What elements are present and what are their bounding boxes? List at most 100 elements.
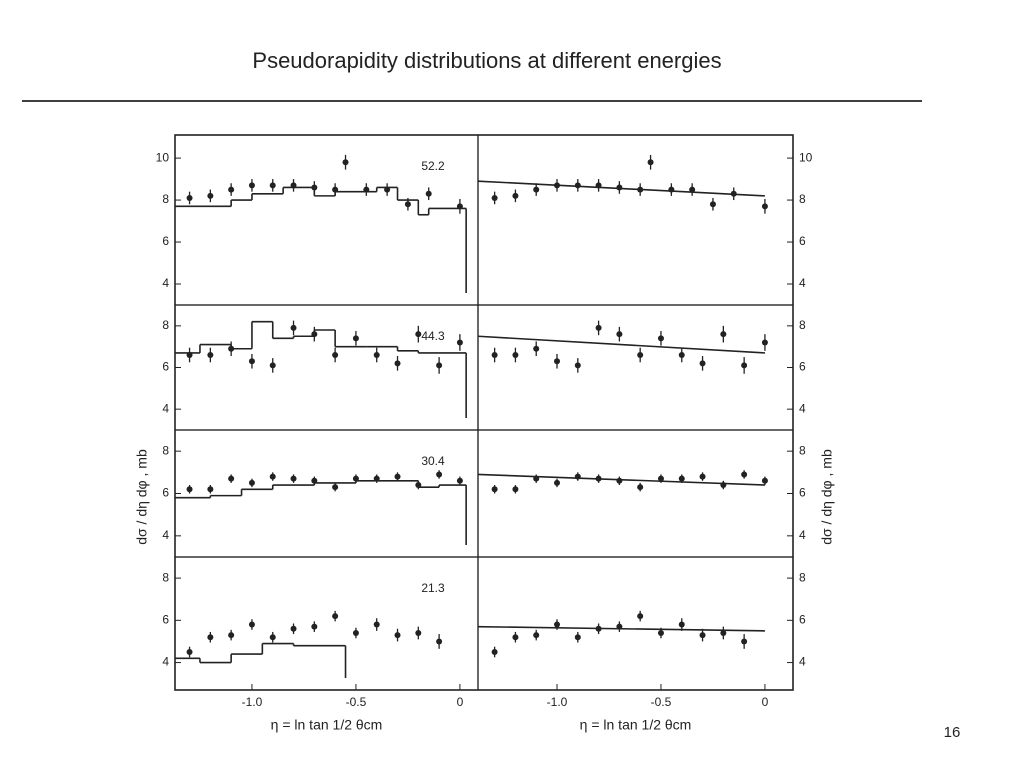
y-tick-label: 4 xyxy=(162,655,169,669)
data-point xyxy=(311,184,318,191)
data-point xyxy=(436,362,443,369)
data-point xyxy=(574,182,581,189)
energy-label: 52.2 xyxy=(421,159,445,173)
data-point xyxy=(554,182,561,189)
data-point xyxy=(533,632,540,639)
x-tick-label: -1.0 xyxy=(547,695,568,709)
data-point xyxy=(373,621,380,628)
data-point xyxy=(384,186,391,193)
data-point xyxy=(616,331,623,338)
data-point xyxy=(269,362,276,369)
data-point xyxy=(637,352,644,358)
data-point xyxy=(415,482,422,489)
y-tick-label: 4 xyxy=(799,655,806,669)
y-tick-label: 8 xyxy=(162,318,169,332)
energy-label: 30.4 xyxy=(421,454,445,468)
panel-frame xyxy=(174,304,479,431)
data-point xyxy=(332,484,339,491)
data-point xyxy=(290,182,297,189)
fit-line xyxy=(477,335,765,354)
x-axis-label: η = ln tan 1/2 θcm xyxy=(580,717,692,733)
y-tick-label: 6 xyxy=(799,360,806,374)
y-tick-label: 6 xyxy=(799,486,806,500)
data-point xyxy=(699,473,706,480)
data-point xyxy=(678,475,685,482)
data-point xyxy=(730,190,737,197)
data-point xyxy=(186,194,193,201)
data-point xyxy=(290,475,297,482)
data-point xyxy=(761,339,768,346)
y-tick-label: 4 xyxy=(799,276,806,290)
data-point xyxy=(311,331,318,338)
data-point xyxy=(637,484,644,491)
y-tick-label: 6 xyxy=(799,613,806,627)
data-point xyxy=(425,190,432,197)
data-point xyxy=(761,203,768,210)
data-point xyxy=(352,630,359,636)
data-point xyxy=(491,194,498,201)
data-point xyxy=(533,345,540,352)
data-point xyxy=(616,477,623,484)
data-point xyxy=(404,201,411,208)
data-point xyxy=(332,186,339,193)
x-tick-label: -1.0 xyxy=(242,695,263,709)
panel-frame xyxy=(477,429,794,558)
data-point xyxy=(394,360,401,367)
data-point xyxy=(741,638,748,645)
y-tick-label: 8 xyxy=(162,443,169,457)
y-tick-label: 6 xyxy=(799,234,806,248)
data-point xyxy=(248,358,255,365)
y-tick-label: 4 xyxy=(799,528,806,542)
data-point xyxy=(332,352,339,358)
data-point xyxy=(720,630,727,636)
data-point xyxy=(761,477,768,484)
data-point xyxy=(290,625,297,632)
data-point xyxy=(228,475,235,482)
data-point xyxy=(595,324,602,331)
data-point xyxy=(207,352,214,358)
data-point xyxy=(373,475,380,482)
panel-frame xyxy=(477,134,794,306)
y-tick-label: 6 xyxy=(162,486,169,500)
y-tick-label: 4 xyxy=(799,401,806,415)
data-point xyxy=(595,182,602,189)
energy-label: 21.3 xyxy=(421,581,445,595)
data-point xyxy=(228,345,235,352)
y-axis-label: dσ / dη dφ , mb xyxy=(134,449,150,545)
data-point xyxy=(207,486,214,493)
data-point xyxy=(678,352,685,358)
data-point xyxy=(595,475,602,482)
data-point xyxy=(533,186,540,193)
data-point xyxy=(689,186,696,193)
page-number: 16 xyxy=(944,724,961,741)
x-tick-label: 0 xyxy=(762,695,769,709)
data-point xyxy=(363,186,370,193)
data-point xyxy=(637,186,644,193)
data-point xyxy=(290,324,297,331)
data-point xyxy=(491,486,498,493)
y-tick-label: 8 xyxy=(162,570,169,584)
panel-frame xyxy=(477,556,794,691)
y-axis-label: dσ / dη dφ , mb xyxy=(819,449,835,545)
y-tick-label: 8 xyxy=(799,443,806,457)
y-tick-label: 4 xyxy=(162,528,169,542)
data-point xyxy=(512,634,519,641)
data-point xyxy=(657,475,664,482)
figure-frame xyxy=(174,134,794,691)
y-tick-label: 8 xyxy=(162,192,169,206)
data-point xyxy=(533,475,540,482)
data-point xyxy=(709,201,716,208)
data-point xyxy=(668,186,675,193)
x-tick-label: -0.5 xyxy=(346,695,367,709)
data-point xyxy=(657,630,664,636)
data-point xyxy=(248,182,255,189)
data-point xyxy=(186,352,193,358)
data-point xyxy=(741,362,748,369)
data-point xyxy=(248,479,255,486)
data-point xyxy=(311,623,318,630)
slide-title: Pseudorapidity distributions at differen… xyxy=(252,48,721,73)
data-point xyxy=(616,623,623,630)
data-point xyxy=(574,362,581,369)
y-tick-label: 4 xyxy=(162,401,169,415)
data-point xyxy=(269,182,276,189)
